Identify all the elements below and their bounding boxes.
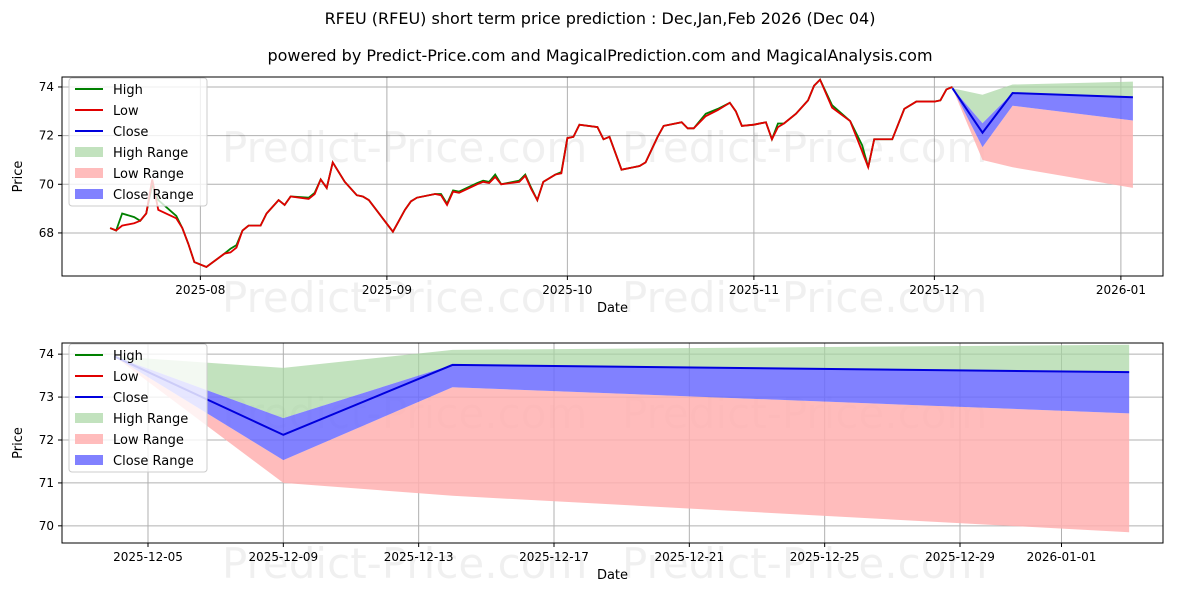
chart-title: RFEU (RFEU) short term price prediction … [324, 9, 876, 28]
low-range-band [952, 88, 1133, 188]
y-tick-label: 68 [39, 226, 54, 240]
low-range-band [114, 356, 1130, 533]
high-line [109, 78, 953, 269]
x-tick-label: 2025-12-21 [654, 550, 724, 564]
x-tick-label: 2025-12-25 [790, 550, 860, 564]
watermark: Predict-Price.com [622, 273, 987, 322]
legend: High Low Close High Range Low Range Close Ran… [68, 343, 208, 473]
legend-box [68, 343, 208, 473]
x-tick-label: 2025-09 [362, 283, 412, 297]
y-tick-label: 72 [39, 433, 54, 447]
x-tick-label: 2025-12-17 [519, 550, 589, 564]
y-axis-label: Price [11, 427, 26, 459]
legend-label: Low [113, 370, 139, 385]
y-axis-label: Price [11, 161, 26, 193]
legend-label: Close [113, 125, 148, 140]
close-line [951, 87, 1133, 135]
legend-swatch [75, 189, 103, 199]
plot-area [113, 344, 1130, 533]
legend-label: Close Range [113, 454, 194, 469]
x-tick-label: 2026-01-01 [1027, 550, 1097, 564]
x-tick-label: 2025-12-09 [248, 550, 318, 564]
legend-swatch [75, 455, 103, 465]
legend-label: High [113, 83, 143, 98]
legend-label: Low Range [113, 433, 184, 448]
x-tick-label: 2025-12-05 [113, 550, 183, 564]
legend: High Low Close High Range Low Range Close Ran… [68, 77, 208, 207]
watermark: Predict-Price.com [222, 123, 587, 172]
legend-swatch [75, 434, 103, 444]
y-tick-label: 74 [39, 80, 54, 94]
legend-label: Low Range [113, 167, 184, 182]
x-axis-label: Date [597, 301, 628, 316]
low-line [109, 78, 953, 269]
y-tick-label: 70 [39, 519, 54, 533]
legend-swatch [75, 147, 103, 157]
close-range-band [952, 88, 1133, 148]
close-range-band [114, 356, 1130, 461]
legend-label: High Range [113, 146, 188, 161]
watermark: Predict-Price.com [622, 123, 987, 172]
x-tick-label: 2025-10 [542, 283, 592, 297]
legend-label: High [113, 349, 143, 364]
legend-box [68, 77, 208, 207]
watermark: Predict-Price.com [222, 539, 587, 588]
watermark: Predict-Price.com [222, 273, 587, 322]
y-tick-label: 71 [39, 476, 54, 490]
legend-label: Low [113, 104, 139, 119]
watermark: Predict-Price.com [622, 539, 987, 588]
legend-label: Close Range [113, 188, 194, 203]
legend-label: Close [113, 391, 148, 406]
y-tick-label: 70 [39, 177, 54, 191]
y-tick-label: 74 [39, 347, 54, 361]
y-tick-label: 73 [39, 390, 54, 404]
plot-area [109, 78, 1133, 269]
x-tick-label: 2025-12-29 [925, 550, 995, 564]
chart-subtitle: powered by Predict-Price.com and Magical… [267, 46, 933, 65]
x-tick-label: 2025-12-13 [384, 550, 454, 564]
x-tick-label: 2026-01 [1096, 283, 1146, 297]
high-range-band [952, 81, 1133, 124]
x-tick-label: 2025-08 [175, 283, 225, 297]
x-axis-label: Date [597, 568, 628, 583]
legend-label: High Range [113, 412, 188, 427]
axes-frame [61, 342, 1164, 544]
chart-2: 70 71 72 73 74 2025-12-05 2025-12-09 2025-12-13… [11, 342, 1164, 588]
x-tick-label: 2025-12 [909, 283, 959, 297]
legend-swatch [75, 413, 103, 423]
axes-frame [61, 76, 1164, 277]
x-tick-label: 2025-11 [729, 283, 779, 297]
chart-1: 68 70 72 74 2025-08 2025-09 2025-10 2025-11 2025… [11, 76, 1164, 322]
y-tick-label: 72 [39, 129, 54, 143]
high-range-band [114, 344, 1130, 419]
legend-swatch [75, 168, 103, 178]
